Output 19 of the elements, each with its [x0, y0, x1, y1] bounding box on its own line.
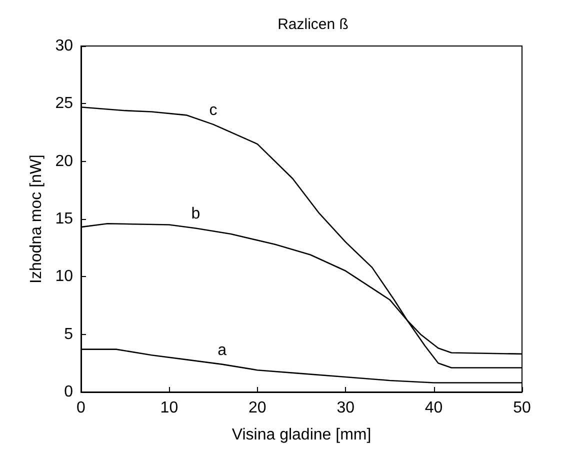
x-tick-label: 30	[336, 400, 355, 416]
x-tick-label: 10	[160, 400, 178, 416]
chart-title: Razlicen ß	[278, 16, 348, 33]
series-label: a	[218, 342, 227, 359]
x-axis-title: Visina gladine [mm]	[232, 426, 372, 444]
y-tick-label: 5	[64, 326, 74, 343]
y-tick-label: 15	[55, 210, 74, 228]
x-tick-label: 20	[248, 400, 266, 416]
x-tick-label: 40	[424, 400, 443, 416]
series-label: c	[209, 102, 218, 119]
y-tick-label: 10	[55, 268, 74, 286]
series-label: b	[191, 206, 200, 223]
y-tick-label: 20	[55, 152, 74, 170]
y-tick-label: 25	[55, 95, 74, 112]
y-axis-title: Izhodna moc [nW]	[28, 154, 45, 284]
x-tick-label: 50	[513, 400, 531, 416]
y-tick-label: 0	[64, 384, 74, 400]
y-tick-label: 30	[55, 38, 74, 54]
x-tick-label: 0	[76, 400, 86, 416]
